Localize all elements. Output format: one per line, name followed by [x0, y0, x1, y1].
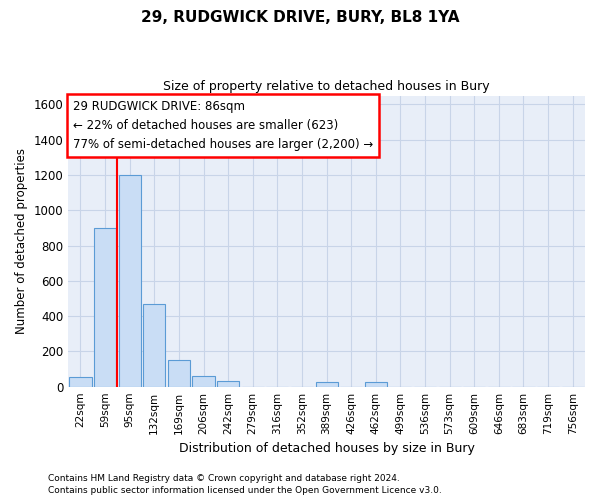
Y-axis label: Number of detached properties: Number of detached properties	[15, 148, 28, 334]
X-axis label: Distribution of detached houses by size in Bury: Distribution of detached houses by size …	[179, 442, 475, 455]
Bar	[168, 360, 190, 386]
Bar	[143, 304, 166, 386]
Bar	[70, 377, 92, 386]
Text: 29, RUDGWICK DRIVE, BURY, BL8 1YA: 29, RUDGWICK DRIVE, BURY, BL8 1YA	[141, 10, 459, 25]
Text: 29 RUDGWICK DRIVE: 86sqm
← 22% of detached houses are smaller (623)
77% of semi-: 29 RUDGWICK DRIVE: 86sqm ← 22% of detach…	[73, 100, 374, 151]
Bar	[119, 175, 141, 386]
Bar	[316, 382, 338, 386]
Bar	[193, 376, 215, 386]
Text: Contains HM Land Registry data © Crown copyright and database right 2024.
Contai: Contains HM Land Registry data © Crown c…	[48, 474, 442, 495]
Bar	[365, 382, 387, 386]
Title: Size of property relative to detached houses in Bury: Size of property relative to detached ho…	[163, 80, 490, 93]
Bar	[94, 228, 116, 386]
Bar	[217, 382, 239, 386]
